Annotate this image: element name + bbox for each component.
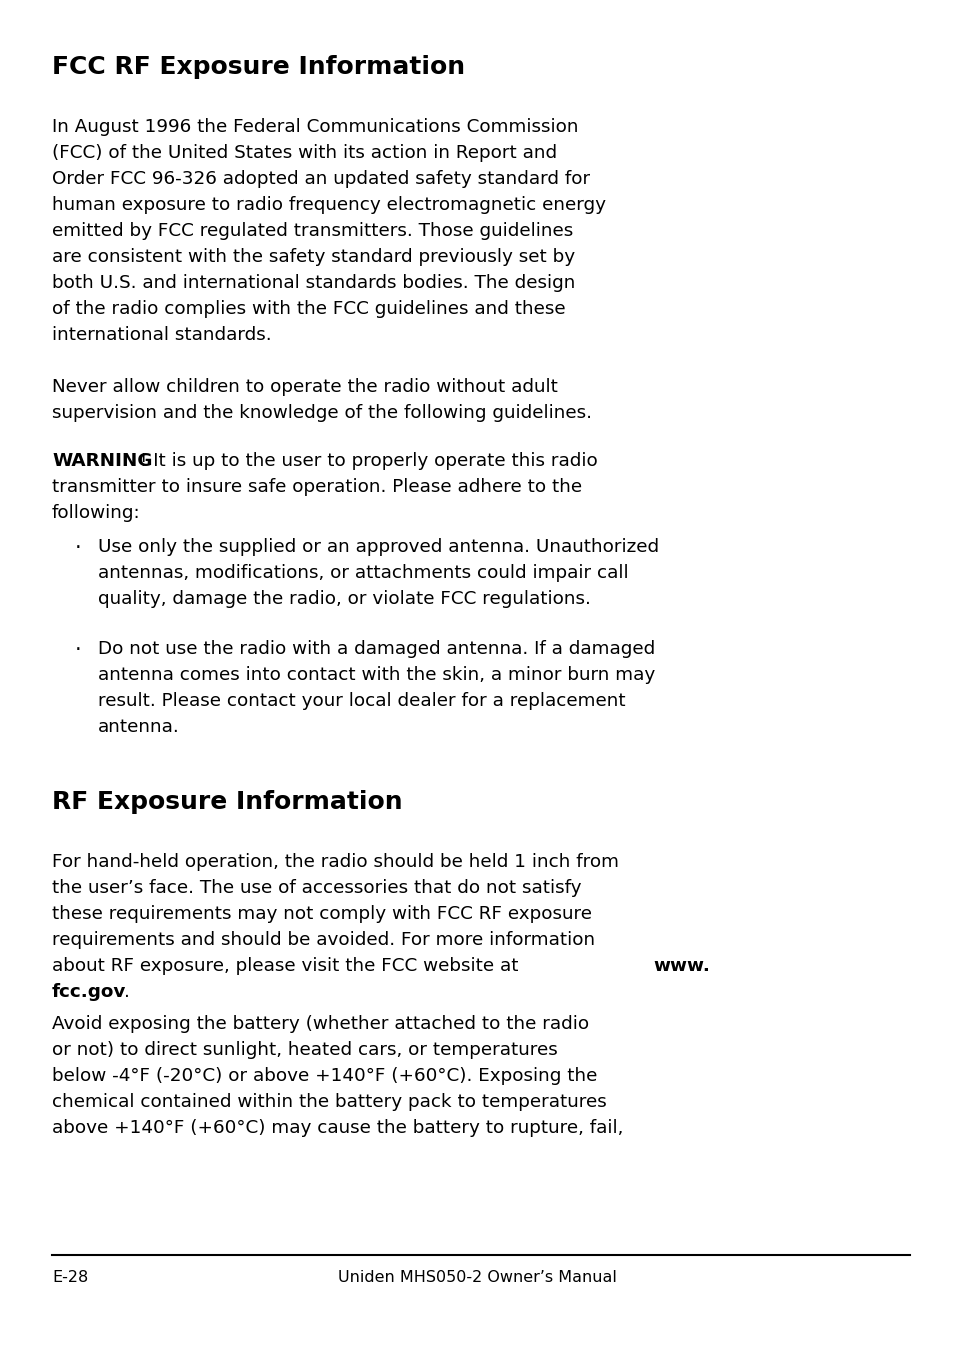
Text: supervision and the knowledge of the following guidelines.: supervision and the knowledge of the fol… — [52, 404, 592, 422]
Text: quality, damage the radio, or violate FCC regulations.: quality, damage the radio, or violate FC… — [98, 590, 590, 608]
Text: antenna comes into contact with the skin, a minor burn may: antenna comes into contact with the skin… — [98, 666, 655, 685]
Text: Use only the supplied or an approved antenna. Unauthorized: Use only the supplied or an approved ant… — [98, 538, 659, 555]
Text: WARNING: WARNING — [52, 452, 152, 469]
Text: following:: following: — [52, 504, 140, 522]
Text: human exposure to radio frequency electromagnetic energy: human exposure to radio frequency electr… — [52, 196, 605, 214]
Text: .: . — [124, 983, 130, 1001]
Text: the user’s face. The use of accessories that do not satisfy: the user’s face. The use of accessories … — [52, 880, 581, 897]
Text: both U.S. and international standards bodies. The design: both U.S. and international standards bo… — [52, 274, 575, 292]
Text: Avoid exposing the battery (whether attached to the radio: Avoid exposing the battery (whether atta… — [52, 1015, 589, 1033]
Text: chemical contained within the battery pack to temperatures: chemical contained within the battery pa… — [52, 1093, 606, 1111]
Text: emitted by FCC regulated transmitters. Those guidelines: emitted by FCC regulated transmitters. T… — [52, 222, 573, 239]
Text: antennas, modifications, or attachments could impair call: antennas, modifications, or attachments … — [98, 564, 628, 582]
Text: antenna.: antenna. — [98, 718, 179, 736]
Text: Do not use the radio with a damaged antenna. If a damaged: Do not use the radio with a damaged ante… — [98, 640, 655, 658]
Text: Never allow children to operate the radio without adult: Never allow children to operate the radi… — [52, 378, 558, 395]
Text: RF Exposure Information: RF Exposure Information — [52, 790, 402, 814]
Text: www.: www. — [652, 958, 709, 975]
Text: Order FCC 96-326 adopted an updated safety standard for: Order FCC 96-326 adopted an updated safe… — [52, 169, 590, 188]
Text: requirements and should be avoided. For more information: requirements and should be avoided. For … — [52, 931, 595, 950]
Text: ·: · — [74, 640, 81, 660]
Text: below -4°F (-20°C) or above +140°F (+60°C). Exposing the: below -4°F (-20°C) or above +140°F (+60°… — [52, 1067, 597, 1085]
Text: E-28: E-28 — [52, 1270, 89, 1284]
Text: Uniden MHS050-2 Owner’s Manual: Uniden MHS050-2 Owner’s Manual — [337, 1270, 616, 1284]
Text: In August 1996 the Federal Communications Commission: In August 1996 the Federal Communication… — [52, 118, 578, 136]
Text: about RF exposure, please visit the FCC website at: about RF exposure, please visit the FCC … — [52, 958, 524, 975]
Text: of the radio complies with the FCC guidelines and these: of the radio complies with the FCC guide… — [52, 300, 565, 317]
Text: above +140°F (+60°C) may cause the battery to rupture, fail,: above +140°F (+60°C) may cause the batte… — [52, 1119, 622, 1137]
Text: these requirements may not comply with FCC RF exposure: these requirements may not comply with F… — [52, 905, 592, 923]
Text: ·: · — [74, 538, 81, 558]
Text: international standards.: international standards. — [52, 325, 272, 344]
Text: FCC RF Exposure Information: FCC RF Exposure Information — [52, 55, 465, 79]
Text: result. Please contact your local dealer for a replacement: result. Please contact your local dealer… — [98, 691, 625, 710]
Text: are consistent with the safety standard previously set by: are consistent with the safety standard … — [52, 247, 575, 266]
Text: transmitter to insure safe operation. Please adhere to the: transmitter to insure safe operation. Pl… — [52, 477, 581, 496]
Text: For hand-held operation, the radio should be held 1 inch from: For hand-held operation, the radio shoul… — [52, 853, 618, 872]
Text: ! It is up to the user to properly operate this radio: ! It is up to the user to properly opera… — [140, 452, 598, 469]
Text: (FCC) of the United States with its action in Report and: (FCC) of the United States with its acti… — [52, 144, 557, 161]
Text: or not) to direct sunlight, heated cars, or temperatures: or not) to direct sunlight, heated cars,… — [52, 1041, 558, 1059]
Text: fcc.gov: fcc.gov — [52, 983, 126, 1001]
